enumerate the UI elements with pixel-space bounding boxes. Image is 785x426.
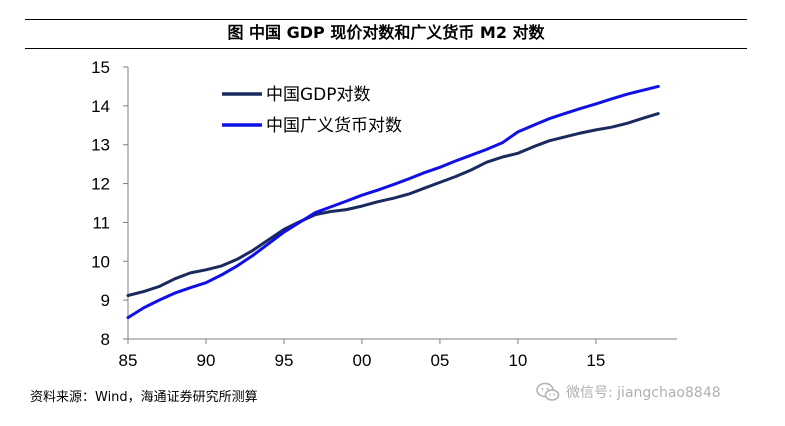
y-tick-label: 8: [101, 330, 110, 349]
y-tick-label: 9: [101, 291, 110, 310]
chart-title: 图 中国 GDP 现价对数和广义货币 M2 对数: [227, 23, 545, 42]
x-tick-label: 10: [508, 351, 527, 370]
y-tick-label: 14: [91, 97, 110, 116]
gdp-log-series-line: [126, 112, 660, 297]
x-tick-label: 85: [119, 351, 138, 370]
watermark: 微信号: jiangchao8848: [536, 380, 721, 404]
x-tick-label: 95: [275, 351, 294, 370]
title-top-rule: [25, 19, 747, 20]
wechat-icon: [536, 382, 560, 401]
source-note: 资料来源：Wind，海通证券研究所测算: [30, 390, 258, 405]
x-tick-label: 15: [586, 351, 605, 370]
watermark-text: 微信号: jiangchao8848: [566, 385, 721, 401]
x-tick-label: 00: [352, 351, 371, 370]
y-tick-label: 12: [91, 175, 110, 194]
x-tick-label: 90: [197, 351, 216, 370]
y-tick-label: 10: [91, 252, 110, 271]
x-tick-label: 05: [430, 351, 449, 370]
title-bottom-rule: [25, 48, 747, 49]
y-tick-label: 13: [91, 136, 110, 155]
legend-label-m2: 中国广义货币对数: [266, 116, 402, 136]
legend-label-gdp: 中国GDP对数: [266, 85, 371, 105]
m2-log-series-line: [126, 84, 660, 320]
y-tick-label: 15: [91, 58, 110, 77]
y-tick-label: 11: [92, 213, 110, 232]
